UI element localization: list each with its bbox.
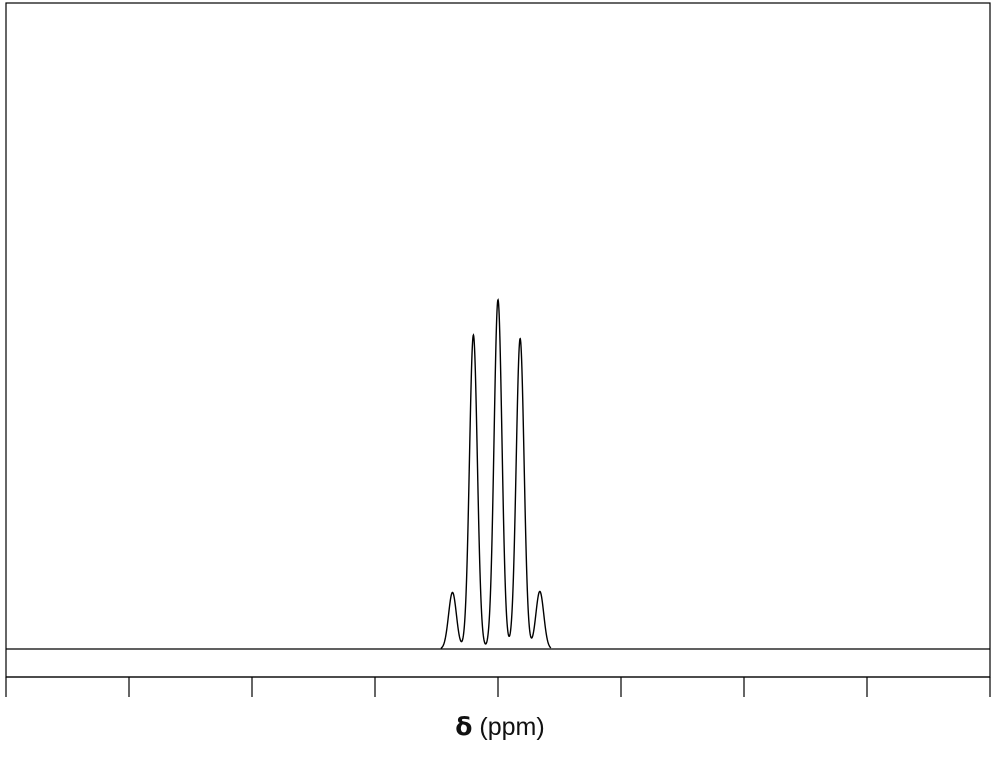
spectrum-trace xyxy=(440,298,552,649)
x-axis-label: δ (ppm) xyxy=(0,712,1000,742)
delta-symbol: δ xyxy=(455,712,473,741)
ppm-unit: (ppm) xyxy=(479,713,545,741)
plot-frame xyxy=(5,2,991,678)
x-axis-ticks xyxy=(5,677,991,697)
